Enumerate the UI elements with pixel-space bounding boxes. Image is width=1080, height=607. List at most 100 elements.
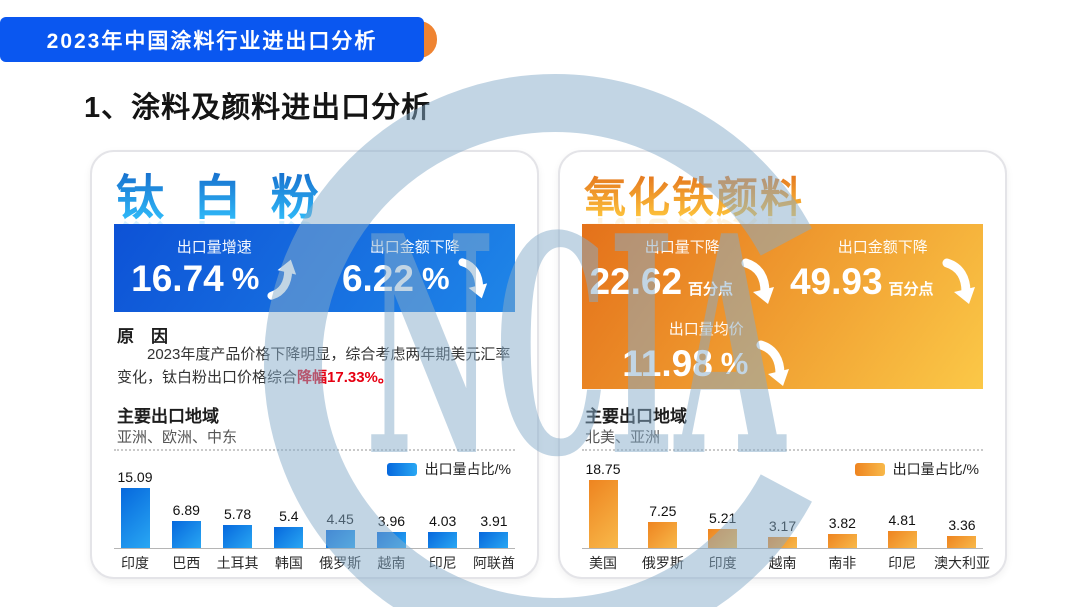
bar-category-label: 越南 (768, 555, 797, 571)
bar (588, 480, 618, 548)
down-arrow-icon (741, 258, 775, 304)
stat-unit: % (720, 346, 749, 381)
header-ribbon: 2023年中国涂料行业进出口分析 (0, 17, 424, 62)
bar-value-label: 3.36 (948, 517, 976, 533)
bar-category-label: 俄罗斯 (319, 555, 362, 571)
up-arrow-icon (267, 259, 297, 300)
legend-label: 出口量占比/% (892, 461, 979, 477)
panel-title-iron-oxide: 氧化铁颜料 (584, 164, 804, 225)
regions-heading: 主要出口地域 (117, 407, 219, 426)
bar-item: 5.21 印度 (702, 510, 744, 571)
bar-item: 18.75 美国 (582, 461, 624, 571)
bar-category-label: 澳大利亚 (933, 555, 990, 571)
reason-highlight: 降幅17.33%。 (297, 368, 393, 386)
bar-item: 4.45 俄罗斯 (319, 511, 361, 571)
bar-category-label: 印尼 (888, 555, 917, 571)
export-share-bar-chart-titanium: 出口量占比/% 15.09 印度 6.89 巴西 5.78 土耳其 5.4 韩国 4.45 俄罗斯… (114, 456, 515, 571)
bar-item: 5.78 土耳其 (217, 506, 259, 571)
bar-value-label: 15.09 (117, 469, 153, 485)
bar (887, 531, 917, 548)
header-ribbon-title: 2023年中国涂料行业进出口分析 (46, 29, 378, 53)
regions-heading: 主要出口地域 (585, 407, 687, 426)
bar-value-label: 5.4 (279, 508, 299, 524)
bar (376, 532, 406, 548)
regions-list: 亚洲、欧洲、中东 (117, 429, 238, 446)
reason-text: 2023年度产品价格下降明显，综合考虑两年期美元汇率变化，钛白粉出口价格综合降幅… (117, 346, 511, 386)
bar-category-label: 印度 (708, 555, 737, 571)
panel-title-titanium-dioxide: 钛 白 粉 (116, 158, 327, 228)
bar-category-label: 俄罗斯 (641, 555, 684, 571)
bar (648, 522, 678, 548)
bar-item: 4.03 印尼 (422, 513, 464, 571)
stat-export-volume-growth: 出口量增速 16.74 % (114, 224, 315, 300)
bar-value-label: 4.45 (326, 511, 354, 527)
dotted-divider (582, 449, 983, 451)
stat-value: 6.22 (341, 257, 414, 299)
bar (708, 529, 738, 548)
stat-unit: 百分点 (888, 281, 934, 298)
bar-category-label: 印度 (121, 555, 149, 571)
bar-value-label: 3.91 (480, 513, 508, 529)
bar-item: 3.91 阿联酋 (473, 513, 515, 571)
bar-item: 3.96 越南 (370, 513, 412, 571)
bar (479, 532, 509, 548)
bar-value-label: 3.82 (828, 515, 856, 531)
bar-value-label: 3.17 (768, 518, 797, 534)
bar (827, 534, 857, 548)
chart-legend: 出口量占比/% (854, 459, 979, 479)
bar (171, 521, 201, 548)
stats-box-titanium: 出口量增速 16.74 % 出口金额下降 6.22 % (114, 224, 515, 312)
section-title: 1、涂料及颜料进出口分析 (84, 92, 432, 124)
down-arrow-icon (756, 340, 790, 386)
bar-category-label: 印尼 (428, 555, 457, 571)
bar-chart-area: 18.75 美国 7.25 俄罗斯 5.21 印度 3.17 越南 3.82 南非 4.81 印尼 3.… (582, 461, 990, 571)
stat-unit: 百分点 (688, 281, 734, 298)
bar (223, 525, 253, 548)
bar-value-label: 4.81 (888, 512, 916, 528)
bar-chart-area: 15.09 印度 6.89 巴西 5.78 土耳其 5.4 韩国 4.45 俄罗斯 3.96 越南 4.… (114, 468, 515, 571)
down-arrow-icon (942, 258, 975, 304)
bar (120, 488, 150, 548)
bar-value-label: 18.75 (585, 461, 621, 477)
bar-value-label: 5.21 (709, 510, 737, 526)
bar-category-label: 阿联酋 (472, 555, 515, 571)
bar-category-label: 美国 (589, 555, 617, 571)
regions-list: 北美、亚洲 (585, 429, 661, 446)
bar-category-label: 巴西 (172, 555, 201, 571)
bar-value-label: 3.96 (377, 513, 406, 529)
stats-box-iron-oxide: 出口量下降 22.62 百分点 出口金额下降 49.93 百分点 (582, 224, 983, 389)
bar-value-label: 4.03 (429, 513, 457, 529)
bar-item: 3.36 澳大利亚 (934, 517, 990, 571)
dotted-divider (114, 449, 515, 451)
bar-value-label: 5.78 (223, 506, 252, 522)
bar (428, 532, 458, 548)
panel-card-iron-oxide-pigments: 氧化铁颜料 出口量下降 22.62 百分点 出口金额下降 (558, 150, 1007, 579)
bar-item: 6.89 巴西 (165, 502, 207, 571)
stat-export-average-price: 出口量均价 11.98 % (582, 306, 831, 388)
stat-value: 11.98 (622, 342, 713, 384)
bar (274, 527, 304, 548)
stat-export-value-decline: 出口金额下降 6.22 % (315, 224, 516, 300)
bar-value-label: 7.25 (649, 503, 677, 519)
stat-export-volume-decline: 出口量下降 22.62 百分点 (582, 224, 783, 306)
bar-category-label: 南非 (828, 555, 857, 571)
bar-item: 7.25 俄罗斯 (642, 503, 684, 571)
bar-item: 3.82 南非 (821, 515, 863, 571)
bar-item: 15.09 印度 (114, 469, 156, 571)
bar-category-label: 越南 (377, 555, 406, 571)
bar-item: 4.81 印尼 (881, 512, 923, 571)
bar (947, 536, 977, 548)
bar-item: 3.17 越南 (761, 518, 803, 571)
stat-unit: % (421, 261, 450, 296)
bar-item: 5.4 韩国 (268, 508, 310, 571)
reason-heading: 原 因 (117, 327, 168, 346)
bar (767, 537, 797, 548)
bar-category-label: 韩国 (274, 555, 303, 571)
stat-value: 16.74 (131, 257, 224, 299)
panel-card-titanium-dioxide: 钛 白 粉 出口量增速 16.74 % 出口金额下降 (90, 150, 539, 579)
bar-value-label: 6.89 (172, 502, 200, 518)
stat-export-value-decline: 出口金额下降 49.93 百分点 (783, 224, 984, 306)
legend-swatch (854, 462, 885, 476)
export-share-bar-chart-iron-oxide: 出口量占比/% 18.75 美国 7.25 俄罗斯 5.21 印度 3.17 越南 3.82 南非… (582, 456, 990, 571)
